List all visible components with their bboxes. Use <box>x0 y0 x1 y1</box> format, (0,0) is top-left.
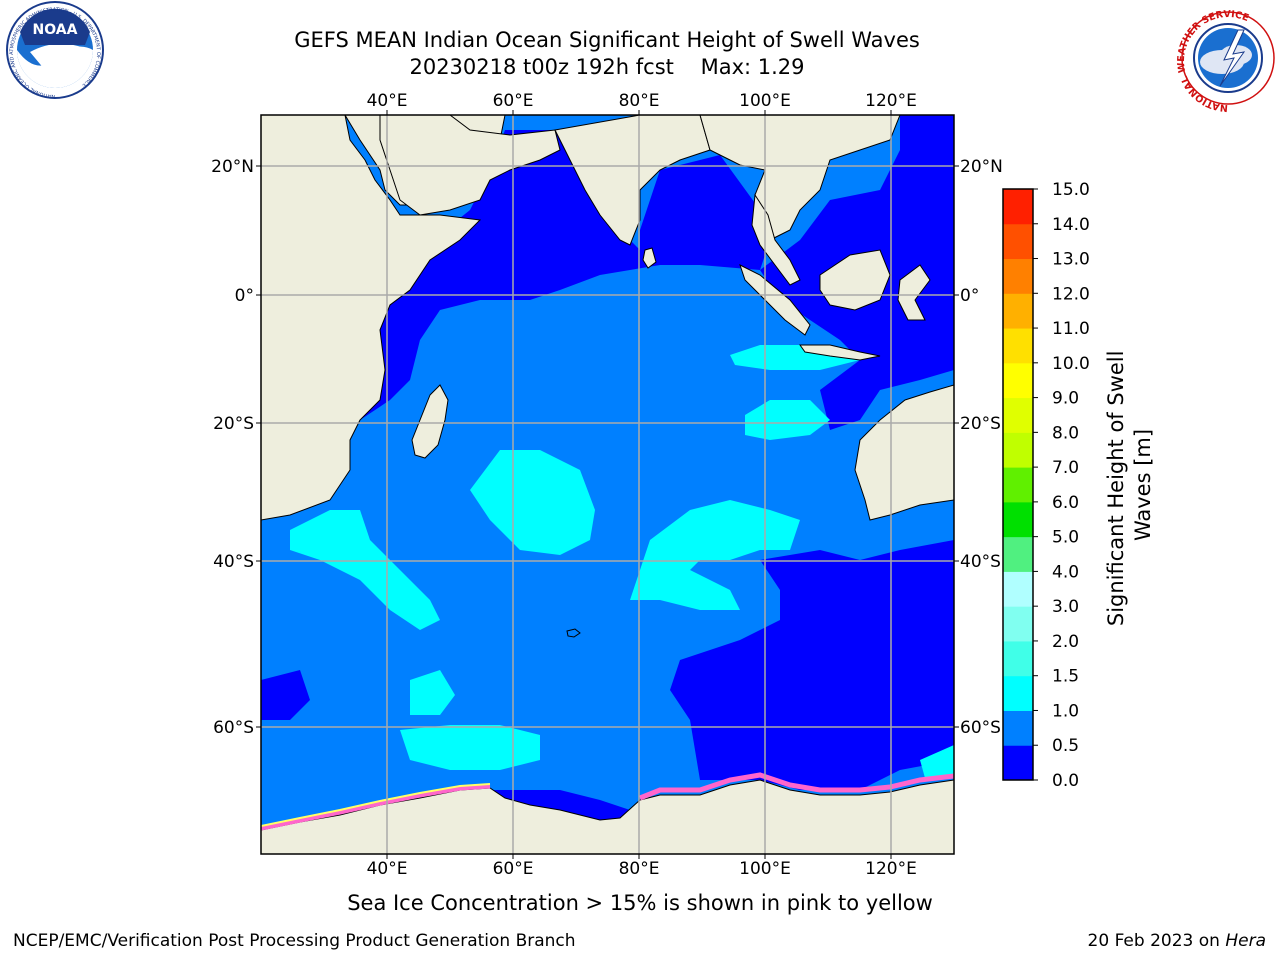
colorbar-tick-label: 12.0 <box>1052 284 1090 304</box>
colorbar-segment <box>1003 675 1033 711</box>
date-text: 20 Feb 2023 on <box>1087 931 1220 951</box>
colorbar-tick-label: 6.0 <box>1052 493 1079 513</box>
colorbar-tick-label: 8.0 <box>1052 423 1079 443</box>
lon-label-top: 100°E <box>739 91 791 111</box>
lat-label-left: 20°S <box>213 414 254 434</box>
land-kerguelen <box>566 628 581 638</box>
lat-label-left: 20°N <box>211 157 254 177</box>
colorbar-tick-label: 1.0 <box>1052 701 1079 721</box>
colorbar-segment <box>1003 536 1033 572</box>
forecast-date: 20230218 t00z 192h fcst <box>409 55 674 79</box>
colorbar-tick-label: 4.0 <box>1052 562 1079 582</box>
lon-label-top: 60°E <box>493 91 534 111</box>
colorbar-tick-label: 9.0 <box>1052 389 1079 409</box>
swell-region-cyan-2 <box>290 510 440 630</box>
colorbar-tick-label: 5.0 <box>1052 528 1079 548</box>
map-ticks <box>256 110 959 859</box>
sea-ice-note: Sea Ice Concentration > 15% is shown in … <box>347 891 933 915</box>
swell-region-cyan-8 <box>920 745 954 778</box>
swell-region-cyan-1 <box>470 450 595 555</box>
colorbar-segment <box>1003 293 1033 329</box>
max-value: Max: 1.29 <box>700 55 805 79</box>
lat-label-right: 20°S <box>960 414 1001 434</box>
colorbar-tick-label: 1.5 <box>1052 667 1079 687</box>
lat-label-left: 0° <box>235 286 254 306</box>
colorbar-segment <box>1003 501 1033 538</box>
colorbar-tick-label: 10.0 <box>1052 354 1090 374</box>
swell-region-arabian-sea <box>350 130 770 420</box>
colorbar-frame <box>1002 188 1034 781</box>
lat-label-left: 60°S <box>213 718 254 738</box>
lat-label-right: 40°S <box>960 552 1001 572</box>
colorbar-segment <box>1003 640 1033 677</box>
colorbar-segment <box>1003 606 1033 642</box>
lat-label-left: 40°S <box>213 552 254 572</box>
colorbar-segment <box>1003 397 1033 433</box>
colorbar-segment <box>1003 710 1033 746</box>
land-malay <box>751 193 801 286</box>
colorbar-tick-label: 0.5 <box>1052 736 1079 756</box>
credit-text: NCEP/EMC/Verification Post Processing Pr… <box>13 931 576 951</box>
land-antarctica <box>261 779 954 854</box>
graticule <box>261 115 954 854</box>
sea-ice-edge-east <box>639 772 954 801</box>
colorbar-label: Significant Height of Swell Waves [m] <box>1104 344 1155 626</box>
colorbar-tick-label: 13.0 <box>1052 250 1090 270</box>
land-arabia <box>379 115 561 216</box>
land-se-asia <box>699 115 901 241</box>
colorbar-tick-label: 11.0 <box>1052 319 1090 339</box>
lon-label-top: 40°E <box>367 91 408 111</box>
colorbar-segment <box>1003 223 1033 260</box>
colorbar-segment <box>1003 362 1033 399</box>
colorbar-segment <box>1003 467 1033 503</box>
land-sumatra <box>739 264 811 336</box>
lat-label-right: 0° <box>960 286 979 306</box>
lon-label-bottom: 40°E <box>367 859 408 879</box>
map-frame <box>260 114 955 855</box>
colorbar-tick-label: 0.0 <box>1052 771 1079 791</box>
swell-region-cyan-3 <box>630 500 800 610</box>
colorbar-segment <box>1003 571 1033 607</box>
swell-region-cyan-4 <box>400 725 540 770</box>
land-sulawesi <box>897 264 931 321</box>
noaa-logo: NOAA NATIONAL OCEANIC AND ATMOSPHERIC AD… <box>6 1 104 99</box>
colorbar-tick-label: 14.0 <box>1052 215 1090 235</box>
swell-region-cyan-6 <box>745 400 830 440</box>
machine-name: Hera <box>1225 931 1266 951</box>
colorbar-segment <box>1003 745 1033 781</box>
land-madagascar <box>411 384 449 459</box>
lon-label-bottom: 60°E <box>493 859 534 879</box>
lon-label-bottom: 120°E <box>865 859 917 879</box>
colorbar-segment <box>1003 432 1033 468</box>
colorbar-tick-label: 3.0 <box>1052 597 1079 617</box>
lon-label-bottom: 100°E <box>739 859 791 879</box>
generation-date: 20 Feb 2023 on Hera <box>1088 931 1266 951</box>
colorbar <box>1003 189 1033 781</box>
lat-label-right: 60°S <box>960 718 1001 738</box>
swell-region-cyan-5 <box>410 670 455 715</box>
lat-label-right: 20°N <box>960 157 1003 177</box>
nws-logo: NATIONAL WEATHER SERVICE <box>1176 9 1275 113</box>
colorbar-ticks: 0.0 0.5 1.0 1.5 2.0 3.0 4.0 5.0 6.0 7.0 8.0 9.0 10.0… <box>1033 180 1090 791</box>
colorbar-tick-label: 7.0 <box>1052 458 1079 478</box>
map-area <box>261 115 954 854</box>
colorbar-segment <box>1003 328 1033 364</box>
land-australia <box>854 384 954 521</box>
colorbar-tick-label: 2.0 <box>1052 632 1079 652</box>
colorbar-segment <box>1003 258 1033 294</box>
colorbar-tick-label: 15.0 <box>1052 180 1090 200</box>
lon-label-bottom: 80°E <box>619 859 660 879</box>
noaa-logo-text: NOAA <box>33 22 78 38</box>
sea-ice-edge <box>261 783 491 831</box>
sea-ice-edge-yellow <box>261 783 491 827</box>
lon-label-top: 120°E <box>865 91 917 111</box>
chart-title: GEFS MEAN Indian Ocean Significant Heigh… <box>294 28 920 52</box>
colorbar-segment <box>1003 189 1033 225</box>
lon-label-top: 80°E <box>619 91 660 111</box>
chart-subtitle: 20230218 t00z 192h fcst Max: 1.29 <box>0 54 1214 80</box>
land-java <box>799 344 881 361</box>
land-sri-lanka <box>642 247 657 269</box>
swell-region-west-edge <box>261 670 310 720</box>
